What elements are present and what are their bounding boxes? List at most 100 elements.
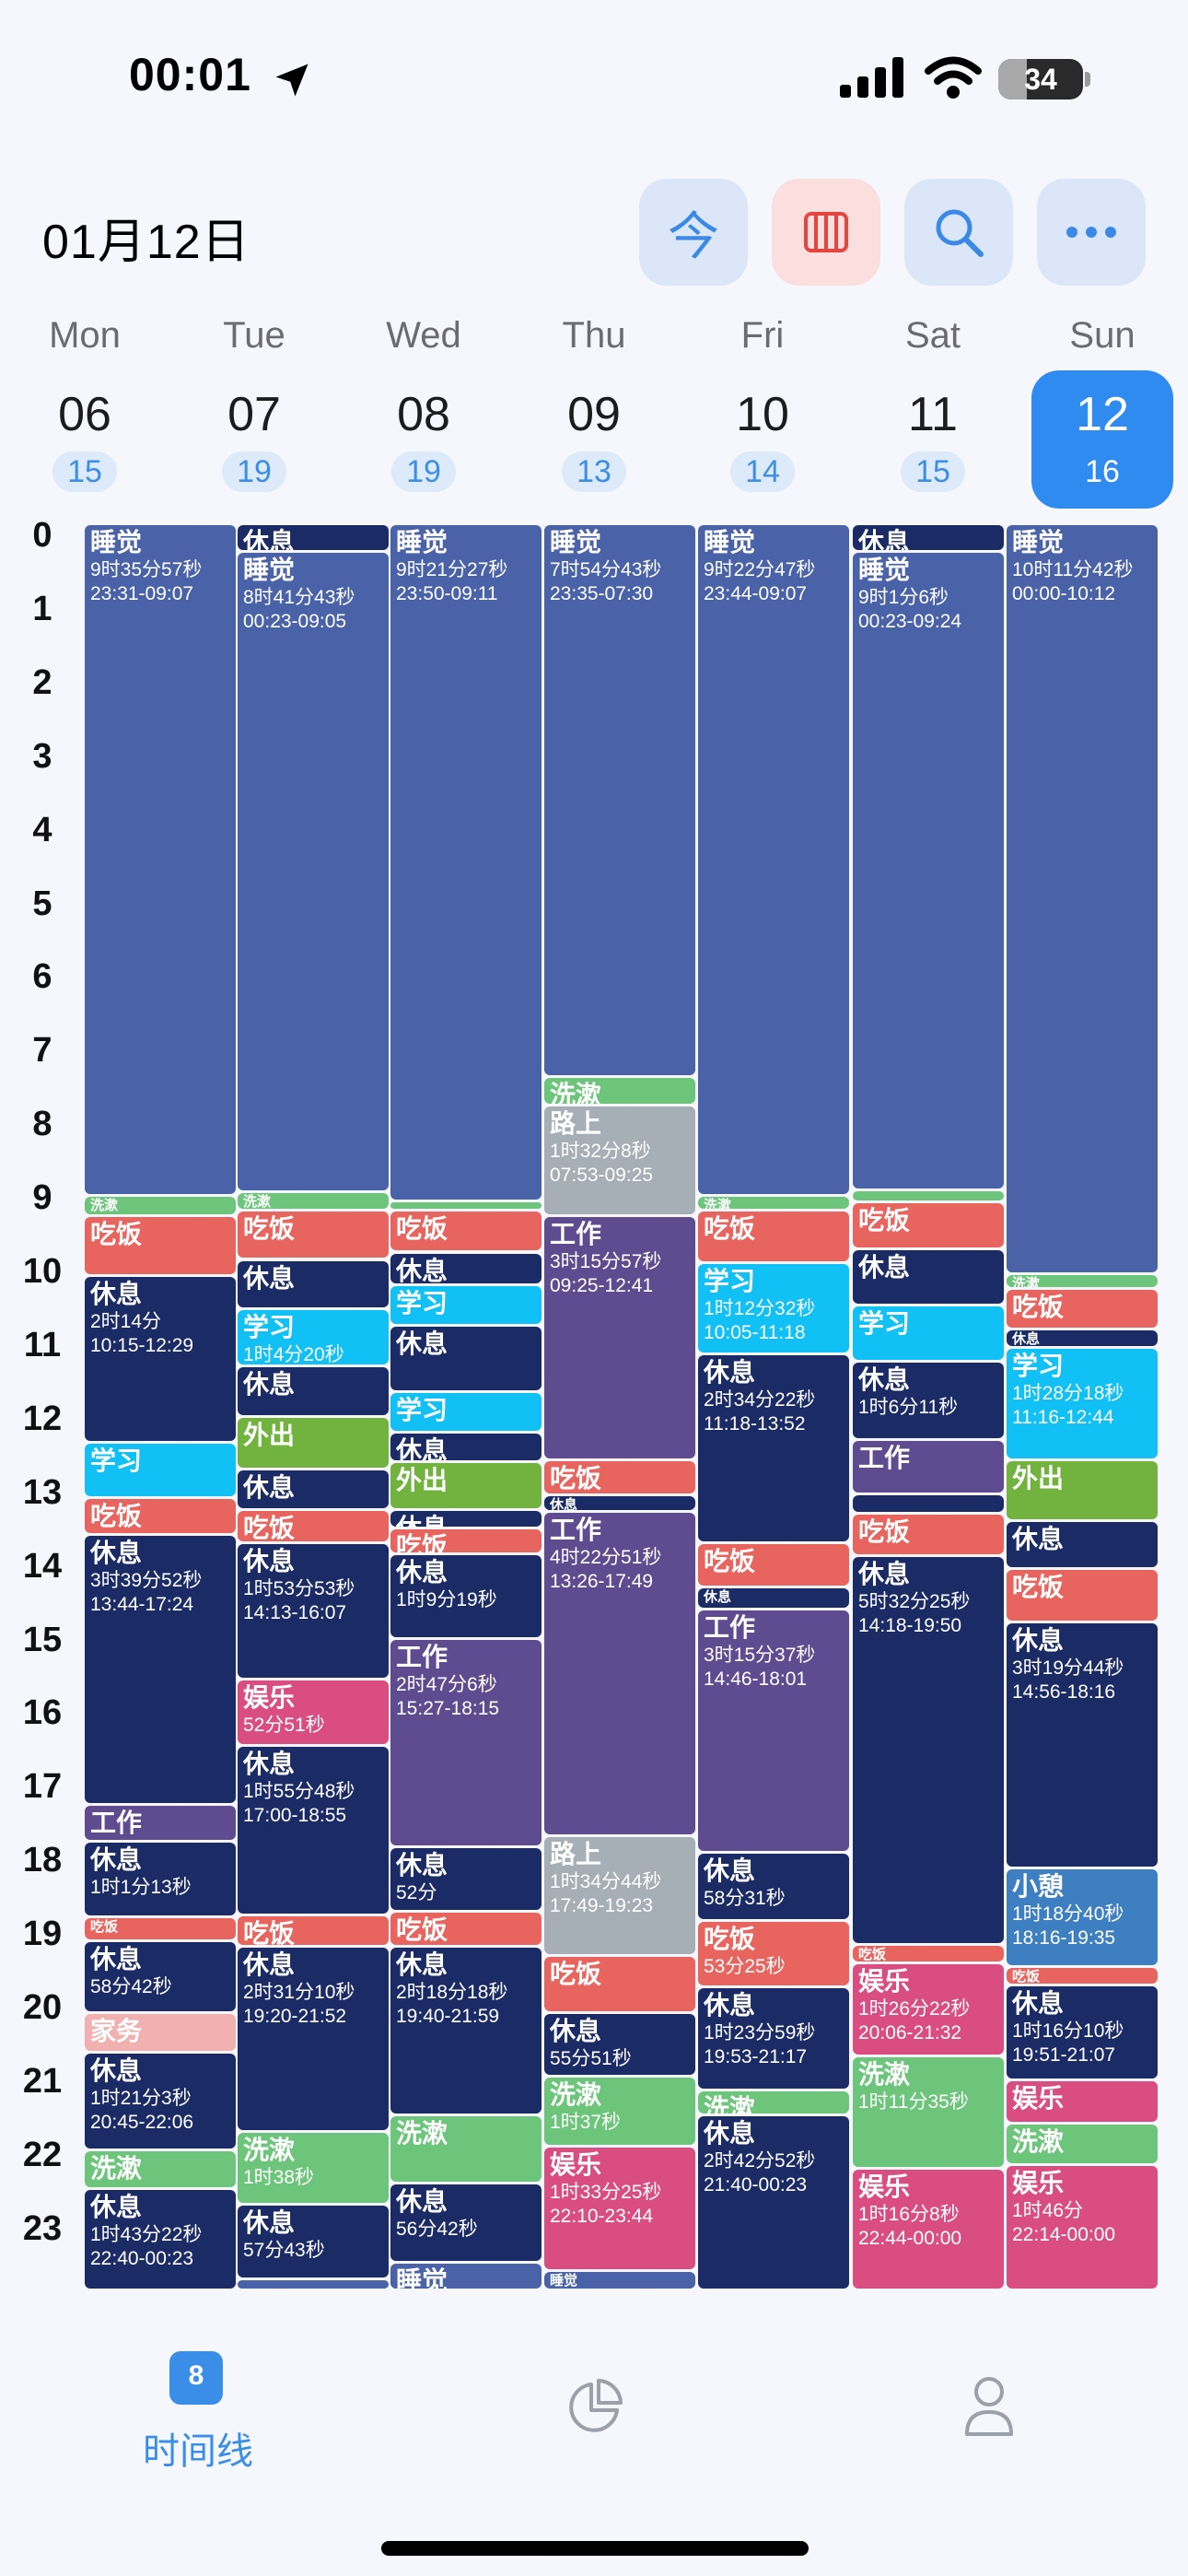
event-block[interactable]: 休息 1时6分11秒: [853, 1362, 1004, 1439]
event-block[interactable]: 睡觉 9时21分27秒 23:50-09:11: [390, 524, 542, 1200]
event-block[interactable]: 吃饭: [390, 1211, 542, 1251]
event-block[interactable]: 吃饭: [544, 1956, 695, 2011]
event-block[interactable]: 洗漱: [390, 2115, 542, 2183]
event-block[interactable]: 路上 1时34分44秒 17:49-19:23: [544, 1837, 695, 1954]
event-block[interactable]: 吃饭: [853, 1515, 1004, 1555]
event-block[interactable]: 休息: [238, 1470, 389, 1509]
event-block[interactable]: 洗漱 1时38秒: [238, 2133, 389, 2203]
event-block[interactable]: 吃饭: [1007, 1967, 1158, 1984]
event-block[interactable]: 睡觉 10时11分42秒 00:00-10:12: [1007, 524, 1158, 1273]
event-block[interactable]: 休息 3时19分44秒 14:56-18:16: [1007, 1623, 1158, 1868]
event-block[interactable]: 休息 2时34分22秒 11:18-13:52: [698, 1354, 849, 1542]
event-block[interactable]: 娱乐 1时26分22秒 20:06-21:32: [853, 1963, 1004, 2055]
event-block[interactable]: 睡觉 9时1分6秒 00:23-09:24: [853, 552, 1004, 1188]
event-block[interactable]: 休息 58分31秒: [698, 1853, 849, 1919]
search-button[interactable]: [904, 179, 1013, 286]
event-block[interactable]: 外出: [390, 1463, 542, 1509]
event-block[interactable]: 休息 55分51秒: [544, 2013, 695, 2076]
event-block[interactable]: 休息 2时42分52秒 21:40-00:23: [698, 2115, 849, 2289]
event-block[interactable]: 吃饭: [698, 1544, 849, 1587]
selected-day-highlight[interactable]: [1031, 370, 1173, 509]
event-block[interactable]: [853, 1494, 1004, 1513]
event-block[interactable]: 小憩 1时18分40秒 18:16-19:35: [1007, 1869, 1158, 1965]
event-block[interactable]: 吃饭: [853, 1945, 1004, 1961]
event-block[interactable]: 休息: [238, 1260, 389, 1308]
day-date[interactable]: 09: [567, 388, 621, 441]
event-block[interactable]: 工作 2时47分6秒 15:27-18:15: [390, 1639, 542, 1846]
event-block[interactable]: 休息 2时14分 10:15-12:29: [85, 1277, 236, 1441]
event-block[interactable]: 吃饭: [853, 1203, 1004, 1247]
event-block[interactable]: 娱乐 1时46分 22:14-00:00: [1007, 2166, 1158, 2289]
event-block[interactable]: 休息 58分42秒: [85, 1941, 236, 2011]
event-block[interactable]: 吃饭: [238, 1211, 389, 1259]
event-block[interactable]: 吃饭: [85, 1216, 236, 1275]
event-block[interactable]: 休息 56分42秒: [390, 2184, 542, 2261]
event-block[interactable]: 娱乐 1时33分25秒 22:10-23:44: [544, 2148, 695, 2269]
event-block[interactable]: 洗漱: [85, 1196, 236, 1214]
event-block[interactable]: 娱乐: [1007, 2081, 1158, 2122]
event-block[interactable]: 洗漱: [1007, 2124, 1158, 2164]
event-block[interactable]: 学习: [390, 1393, 542, 1432]
event-block[interactable]: 休息 1时23分59秒 19:53-21:17: [698, 1987, 849, 2089]
event-block[interactable]: 洗漱: [698, 2090, 849, 2113]
event-block[interactable]: 吃饭: [1007, 1570, 1158, 1622]
event-block[interactable]: 睡觉: [390, 2263, 542, 2289]
event-block[interactable]: 学习: [853, 1306, 1004, 1360]
event-block[interactable]: 吃饭: [390, 1529, 542, 1553]
day-date[interactable]: 11: [908, 388, 958, 441]
event-block[interactable]: 娱乐 1时16分8秒 22:44-00:00: [853, 2170, 1004, 2289]
event-block[interactable]: 娱乐 52分51秒: [238, 1680, 389, 1744]
event-block[interactable]: 吃饭: [1007, 1290, 1158, 1329]
event-block[interactable]: 工作 3时15分37秒 14:46-18:01: [698, 1610, 849, 1851]
event-block[interactable]: 睡觉: [544, 2271, 695, 2289]
event-block[interactable]: 休息: [238, 524, 389, 550]
event-block[interactable]: 工作 4时22分51秒 13:26-17:49: [544, 1512, 695, 1835]
event-block[interactable]: 工作 3时15分57秒 09:25-12:41: [544, 1216, 695, 1458]
event-block[interactable]: 休息 1时16分10秒 19:51-21:07: [1007, 1985, 1158, 2079]
event-block[interactable]: 休息: [698, 1588, 849, 1609]
today-button[interactable]: 今: [639, 179, 748, 286]
event-block[interactable]: 休息 1时21分3秒 20:45-22:06: [85, 2054, 236, 2149]
event-block[interactable]: 学习: [390, 1286, 542, 1325]
event-block[interactable]: 外出: [238, 1417, 389, 1469]
event-block[interactable]: 工作: [853, 1441, 1004, 1493]
event-block[interactable]: 休息: [853, 1249, 1004, 1305]
event-block[interactable]: 休息 1时55分48秒 17:00-18:55: [238, 1746, 389, 1914]
event-block[interactable]: 吃饭: [390, 1912, 542, 1945]
event-block[interactable]: 休息: [390, 1511, 542, 1528]
event-block[interactable]: 休息: [390, 1327, 542, 1391]
event-block[interactable]: 休息: [853, 524, 1004, 550]
event-block[interactable]: 吃饭: [238, 1915, 389, 1945]
event-block[interactable]: 洗漱: [544, 1078, 695, 1104]
event-block[interactable]: 洗漱 1时37秒: [544, 2078, 695, 2146]
week-view-button[interactable]: [772, 179, 880, 286]
event-block[interactable]: 工作: [85, 1805, 236, 1840]
event-block[interactable]: 吃饭: [698, 1211, 849, 1262]
day-date[interactable]: 07: [227, 388, 281, 441]
event-block[interactable]: 睡觉 9时35分57秒 23:31-09:07: [85, 524, 236, 1194]
tab-timeline-label[interactable]: 时间线: [143, 2431, 253, 2472]
more-button[interactable]: [1037, 179, 1146, 286]
event-block[interactable]: 洗漱: [238, 1192, 389, 1209]
event-block[interactable]: 洗漱: [85, 2151, 236, 2187]
event-block[interactable]: 洗漱 1时11分35秒: [853, 2057, 1004, 2168]
event-block[interactable]: 睡觉 7时54分43秒 23:35-07:30: [544, 524, 695, 1076]
event-block[interactable]: 学习 1时28分18秒 11:16-12:44: [1007, 1349, 1158, 1458]
day-date[interactable]: 12: [1076, 388, 1129, 441]
event-block[interactable]: [238, 2280, 389, 2289]
event-block[interactable]: 洗漱: [1007, 1275, 1158, 1288]
event-block[interactable]: [853, 1190, 1004, 1201]
event-block[interactable]: [390, 1201, 542, 1209]
event-block[interactable]: 睡觉 8时41分43秒 00:23-09:05: [238, 552, 389, 1190]
event-block[interactable]: 休息: [390, 1434, 542, 1461]
event-block[interactable]: 吃饭: [85, 1918, 236, 1939]
event-block[interactable]: 休息: [390, 1253, 542, 1284]
event-block[interactable]: 洗漱: [698, 1196, 849, 1209]
event-block[interactable]: 休息: [1007, 1330, 1158, 1347]
event-block[interactable]: 睡觉 9时22分47秒 23:44-09:07: [698, 524, 849, 1194]
event-block[interactable]: 外出: [1007, 1460, 1158, 1520]
event-block[interactable]: 休息 2时18分18秒 19:40-21:59: [390, 1947, 542, 2113]
event-block[interactable]: 路上 1时32分8秒 07:53-09:25: [544, 1106, 695, 1214]
event-block[interactable]: 学习 1时4分20秒: [238, 1310, 389, 1365]
event-block[interactable]: 吃饭 53分25秒: [698, 1922, 849, 1985]
